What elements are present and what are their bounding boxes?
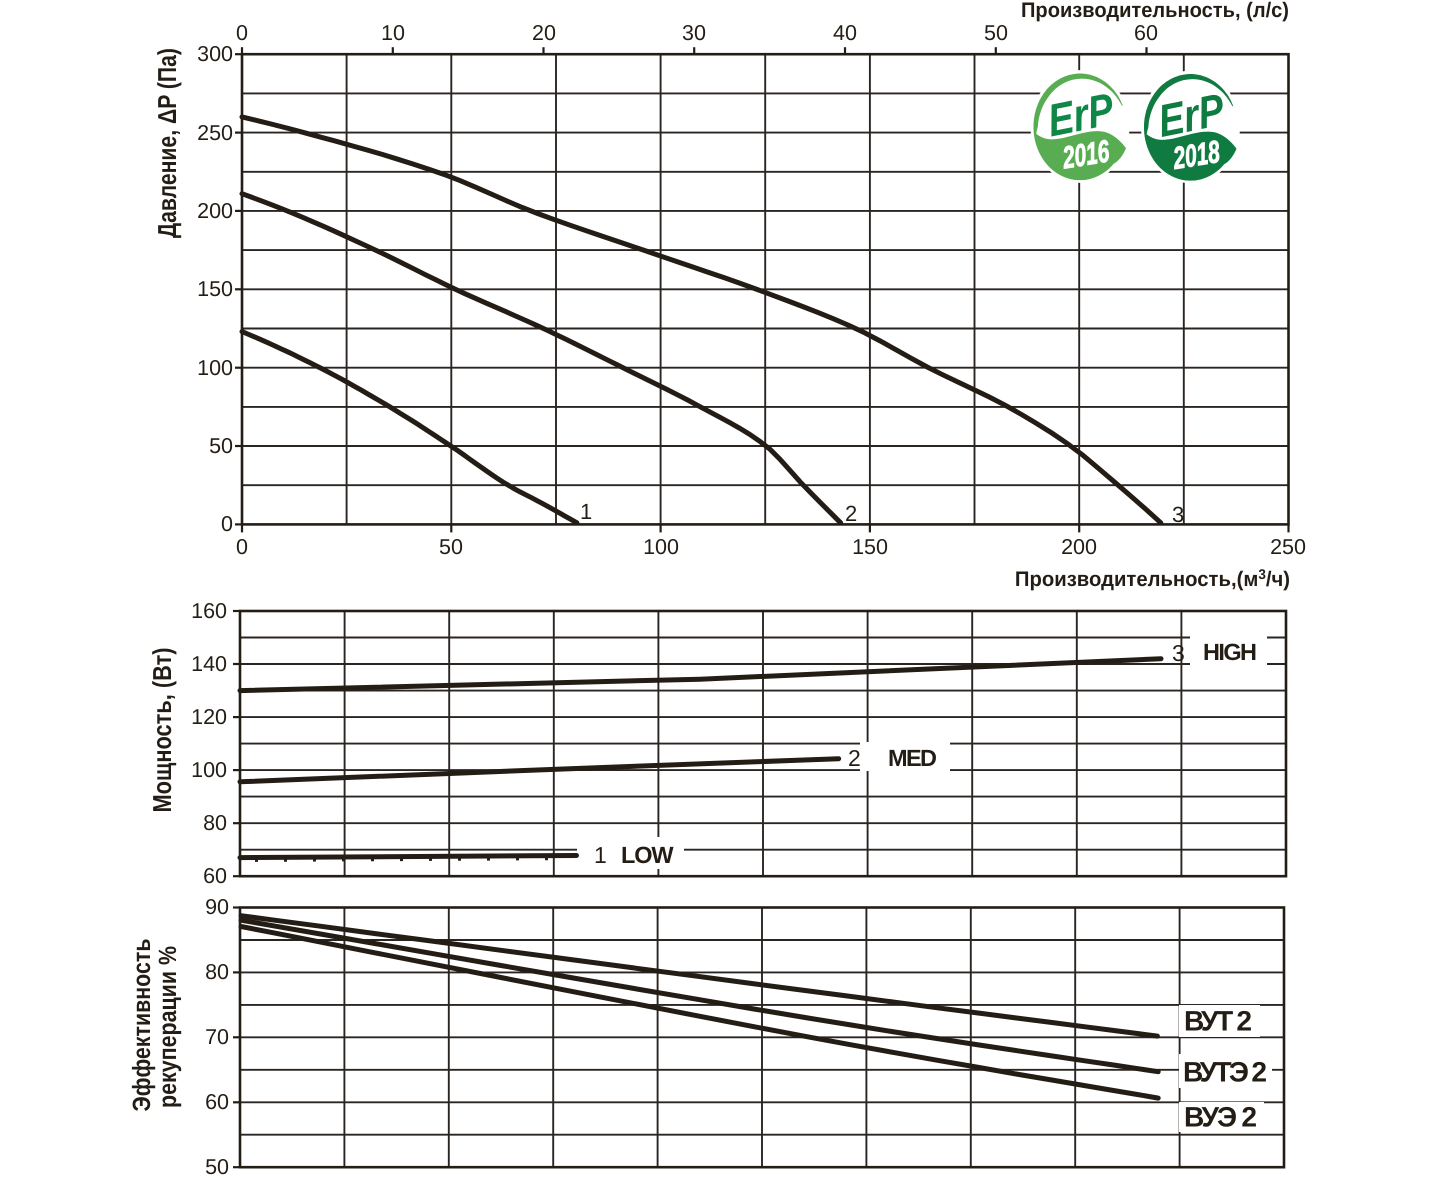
svg-text:250: 250 (1270, 535, 1306, 559)
svg-text:3: 3 (1172, 640, 1185, 666)
svg-text:Производительность,(м3/ч): Производительность,(м3/ч) (1015, 566, 1290, 591)
svg-text:160: 160 (191, 599, 227, 623)
svg-text:300: 300 (197, 42, 233, 66)
svg-text:ВУТ 2: ВУТ 2 (1184, 1005, 1252, 1037)
svg-text:90: 90 (205, 895, 229, 919)
svg-text:0: 0 (236, 535, 248, 559)
svg-text:MED: MED (888, 745, 937, 771)
svg-text:1: 1 (580, 499, 592, 524)
svg-text:Эффективность: Эффективность (128, 939, 156, 1112)
svg-text:60: 60 (205, 1090, 229, 1114)
svg-text:100: 100 (643, 535, 679, 559)
svg-text:2016: 2016 (1060, 133, 1112, 176)
svg-text:0: 0 (221, 512, 233, 536)
svg-text:HIGH: HIGH (1203, 639, 1257, 665)
svg-text:70: 70 (205, 1025, 229, 1049)
svg-text:2018: 2018 (1170, 133, 1222, 176)
svg-text:50: 50 (209, 434, 233, 458)
svg-text:100: 100 (197, 356, 233, 380)
svg-text:2: 2 (848, 745, 861, 771)
svg-text:150: 150 (197, 277, 233, 301)
svg-text:10: 10 (381, 21, 405, 45)
svg-text:0: 0 (236, 21, 248, 45)
svg-text:Производительность, (л/с): Производительность, (л/с) (1021, 0, 1289, 22)
svg-text:50: 50 (205, 1155, 229, 1176)
svg-text:LOW: LOW (621, 842, 674, 868)
svg-text:80: 80 (203, 811, 227, 835)
svg-text:ВУТЭ 2: ВУТЭ 2 (1183, 1056, 1267, 1088)
svg-text:3: 3 (1172, 502, 1184, 527)
svg-text:50: 50 (984, 21, 1008, 45)
svg-text:рекуперации %: рекуперации % (154, 946, 182, 1108)
svg-text:40: 40 (833, 21, 857, 45)
svg-text:1: 1 (594, 842, 607, 868)
svg-text:60: 60 (203, 864, 227, 888)
svg-text:80: 80 (205, 960, 229, 984)
svg-text:20: 20 (532, 21, 556, 45)
svg-text:50: 50 (439, 535, 463, 559)
svg-text:Мощность, (Вт): Мощность, (Вт) (147, 648, 177, 813)
svg-text:ВУЭ 2: ВУЭ 2 (1184, 1101, 1257, 1133)
svg-text:200: 200 (1061, 535, 1097, 559)
svg-text:Давление, ΔP (Па): Давление, ΔP (Па) (152, 48, 182, 238)
svg-text:100: 100 (191, 758, 227, 782)
svg-text:60: 60 (1134, 21, 1158, 45)
svg-text:120: 120 (191, 705, 227, 729)
svg-text:140: 140 (191, 652, 227, 676)
svg-text:200: 200 (197, 199, 233, 223)
svg-text:2: 2 (845, 501, 857, 526)
svg-text:250: 250 (197, 121, 233, 145)
svg-text:30: 30 (682, 21, 706, 45)
svg-text:150: 150 (852, 535, 888, 559)
